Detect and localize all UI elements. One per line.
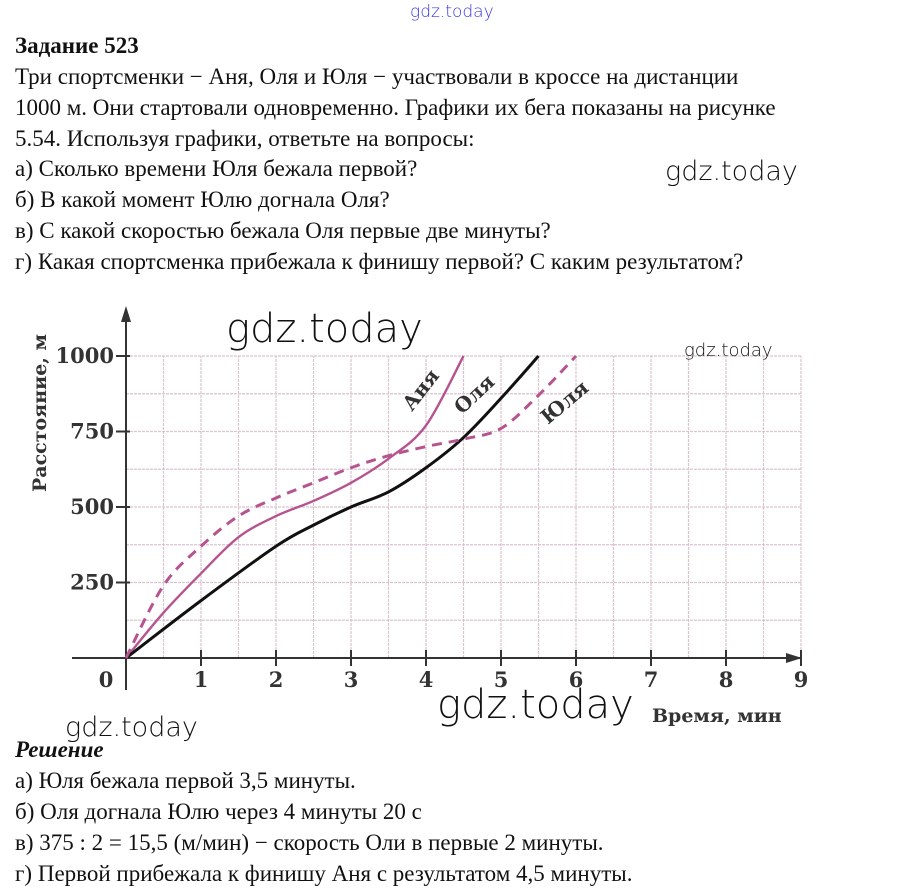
watermark: gdz.today [684, 340, 773, 361]
x-tick-label: 1 [194, 667, 209, 692]
watermark: gdz.today [65, 712, 198, 743]
x-tick-label: 5 [494, 667, 509, 692]
task-title: Задание 523 [15, 33, 139, 58]
y-tick-label: 250 [70, 570, 114, 595]
y-axis-arrow [121, 306, 131, 322]
x-tick-label: 7 [644, 667, 659, 692]
watermark: gdz.today [437, 682, 634, 728]
watermark: gdz.today [410, 2, 494, 22]
answer-b: б) Оля догнала Юлю через 4 минуты 20 с [15, 799, 422, 824]
answer-a: а) Юля бежала первой 3,5 минуты. [15, 768, 356, 793]
watermark: gdz.today [665, 156, 798, 187]
answer-d: г) Первой прибежала к финишу Аня с резул… [15, 861, 633, 886]
x-tick-label: 9 [794, 667, 809, 692]
task-text-line: 1000 м. Они стартовали одновременно. Гра… [15, 95, 776, 120]
x-tick-label: 8 [719, 667, 734, 692]
x-tick-label: 4 [419, 667, 434, 692]
series-line-yulia [124, 354, 578, 659]
x-axis-label: Время, мин [652, 705, 782, 727]
question-a: а) Сколько времени Юля бежала первой? [15, 156, 418, 181]
answer-c: в) 375 : 2 = 15,5 (м/мин) − скорость Оли… [15, 830, 604, 855]
x-axis-arrow [786, 653, 802, 663]
question-c: в) С какой скоростью бежала Оля первые д… [15, 218, 551, 243]
y-tick-label: 500 [70, 494, 114, 519]
y-tick-label: 1000 [56, 343, 114, 368]
series-line-olya [125, 355, 540, 660]
chart-grid [126, 355, 802, 658]
x-tick-label: 6 [569, 667, 584, 692]
chart-axes [72, 306, 802, 690]
series-line-anya [125, 355, 465, 659]
question-b: б) В какой момент Юлю догнала Оля? [15, 187, 390, 212]
x-tick-label: 0 [99, 667, 114, 692]
task-text-line: Три спортсменки − Аня, Оля и Юля − участ… [15, 64, 739, 89]
watermark: gdz.today [226, 306, 423, 352]
y-axis-label: Расстояние, м [29, 334, 51, 492]
x-tick-label: 3 [344, 667, 359, 692]
series-label-yulia: Юля [536, 375, 593, 429]
task-text-line: 5.54. Используя графики, ответьте на воп… [15, 126, 475, 151]
solution-heading: Решение [15, 737, 104, 762]
x-tick-label: 2 [269, 667, 284, 692]
question-d: г) Какая спортсменка прибежала к финишу … [15, 249, 744, 274]
y-tick-label: 750 [70, 419, 114, 444]
